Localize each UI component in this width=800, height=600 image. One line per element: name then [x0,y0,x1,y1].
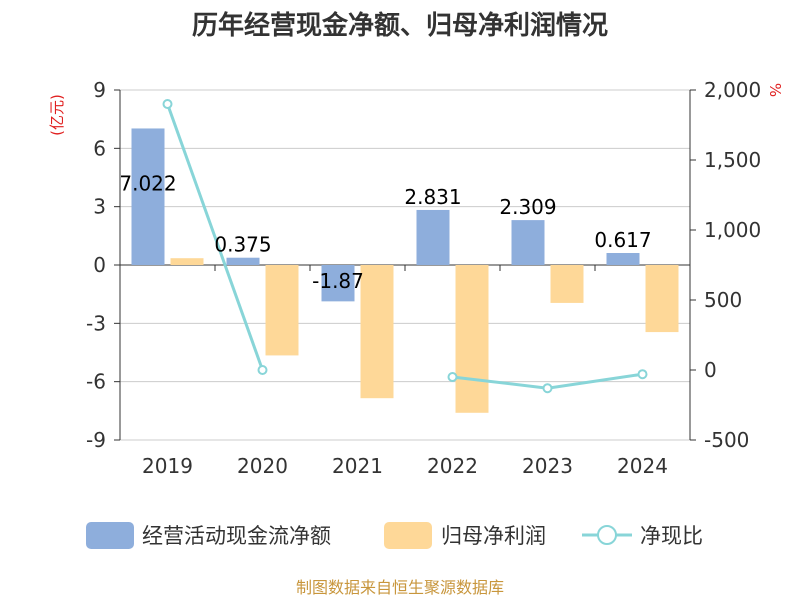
cashflow-data-label: -1.87 [312,269,364,293]
left-tick-label: 0 [93,253,106,277]
category-label: 2024 [617,454,668,478]
cashflow-data-label: 2.309 [499,195,556,219]
left-tick-label: 3 [93,195,106,219]
data-labels: 7.022 0.375 -1.87 2.831 2.309 0.617 [119,171,651,293]
left-tick-label: -9 [86,428,106,452]
right-tick-label: 1,500 [704,148,761,172]
net-profit-bar [550,265,584,303]
legend-swatch-net-profit [384,522,432,549]
category-label: 2020 [237,454,288,478]
cashflow-bar [226,257,260,265]
bars [131,128,679,413]
right-tick-label: 500 [704,288,742,312]
left-tick-label: -6 [86,370,106,394]
net-profit-bar [170,258,204,265]
category-label: 2022 [427,454,478,478]
category-label: 2021 [332,454,383,478]
net-profit-bar [645,265,679,333]
left-axis-unit: (亿元) [48,94,66,136]
cashflow-bar [131,128,165,265]
left-tick-label: -3 [86,311,106,335]
cashflow-bar [416,209,450,265]
cashflow-data-label: 2.831 [404,185,461,209]
left-tick-label: 6 [93,136,106,160]
net-cash-ratio-point [257,365,268,375]
net-profit-bar [265,265,299,356]
line-series [162,99,648,394]
right-axis-unit: % [766,83,784,97]
category-label: 2019 [142,454,193,478]
right-tick-label: 0 [704,358,717,382]
chart-title: 历年经营现金净额、归母净利润情况 [192,10,608,41]
left-tick-label: 9 [93,78,106,102]
axes: 9 6 3 0 -3 -6 -9 2,000 1,500 1,000 500 0 -500 2019 202… [86,78,761,478]
net-profit-bar [455,265,489,413]
cashflow-data-label: 7.022 [119,171,176,195]
cashflow-bar [511,220,545,265]
net-cash-ratio-line [166,103,264,371]
net-cash-ratio-point [162,99,173,109]
legend-label-net-cash-ratio: 净现比 [640,524,703,548]
cashflow-data-label: 0.375 [214,233,271,257]
legend: 经营活动现金流净额 归母净利润 净现比 [86,522,703,549]
legend-label-cashflow: 经营活动现金流净额 [142,524,331,548]
category-label: 2023 [522,454,573,478]
cashflow-bar [321,265,355,302]
net-cash-ratio-point [542,383,553,394]
source-note: 制图数据来自恒生聚源数据库 [296,578,504,597]
net-cash-ratio-point [447,372,458,382]
legend-label-net-profit: 归母净利润 [441,524,546,548]
net-profit-bar [360,265,394,399]
legend-swatch-cashflow [86,522,134,549]
right-tick-label: 2,000 [704,78,761,102]
cashflow-data-label: 0.617 [594,228,651,252]
cashflow-bar [606,253,640,265]
right-tick-label: -500 [704,428,749,452]
right-tick-label: 1,000 [704,218,761,242]
legend-swatch-marker [597,525,617,545]
net-cash-ratio-point [637,369,648,380]
